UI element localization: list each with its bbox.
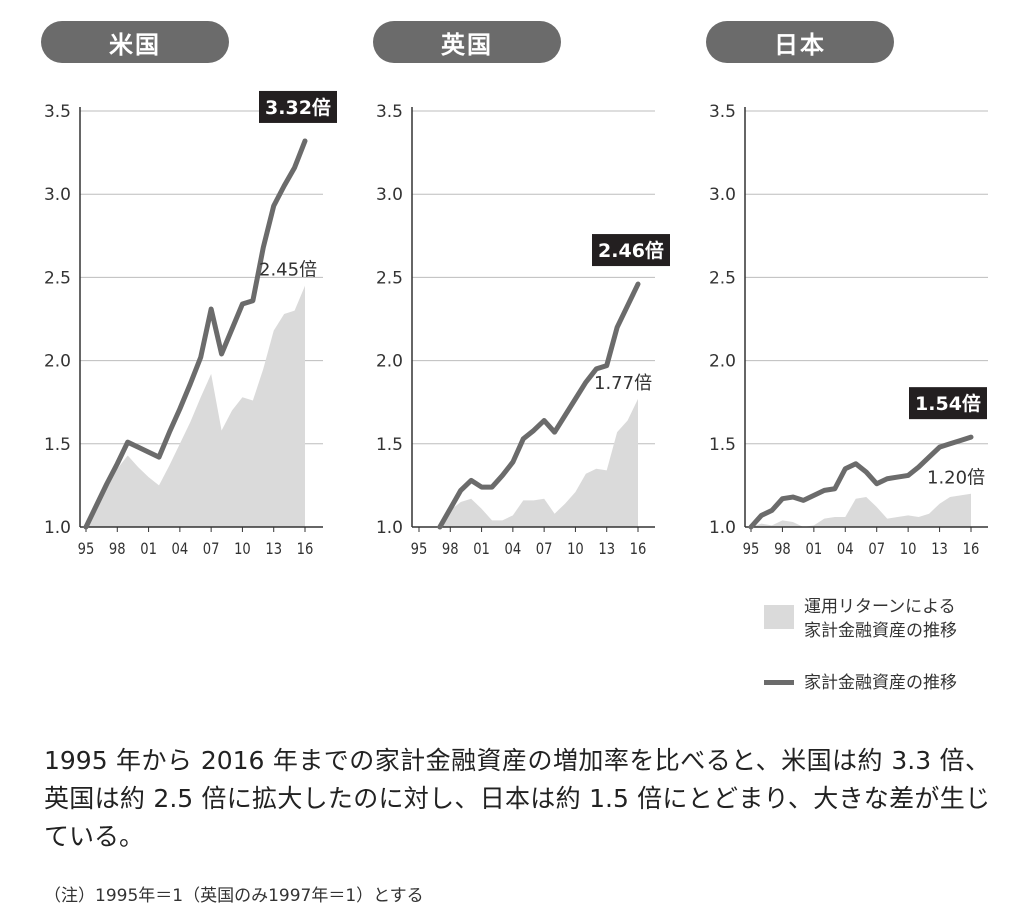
x-tick-label-uk: 98 [442,540,459,559]
x-tick-label-us: 13 [265,540,282,559]
caption-text: 1995 年から 2016 年までの家計金融資産の増加率を比べると、米国は約 3… [44,746,990,851]
y-tick-label-us: 2.5 [44,268,71,288]
y-tick-label-jp: 3.5 [709,102,736,122]
y-tick-label-jp: 3.0 [709,185,736,205]
y-tick-label-us: 1.0 [44,518,71,538]
legend-area-label-line1: 運用リターンによる [804,597,956,617]
badge-us [259,90,337,123]
legend-area-label: 運用リターンによる 家計金融資産の推移 [804,595,957,643]
legend-area-label-line2: 家計金融資産の推移 [804,621,957,641]
badge-jp [909,387,987,420]
area-series-jp [751,493,971,527]
x-tick-label-uk: 07 [536,540,553,559]
x-tick-label-jp: 01 [806,540,823,559]
x-tick-label-jp: 07 [868,540,885,559]
badge-label-uk: 2.46倍 [598,239,664,262]
legend-area-swatch [764,605,794,629]
badge-uk [592,234,670,267]
charts-area: 1.0 1.5 2.0 2.5 3.0 3.5 95 98 01 04 07 10 13 16 2.45倍 3… [44,90,988,559]
x-tick-label-jp: 98 [774,540,791,559]
chart-title-us: 米国 [109,30,161,59]
line-series-jp [748,434,974,530]
y-tick-label-uk: 2.0 [376,352,403,372]
x-tick-label-us: 04 [172,540,189,559]
country-pill-us: 米国 [41,21,229,63]
line-series-uk [437,281,641,530]
legend-line-swatch [764,680,794,685]
area-series-uk [439,398,638,527]
x-tick-label-uk: 04 [505,540,522,559]
country-pill-jp: 日本 [706,21,894,63]
y-tick-label-jp: 1.0 [709,518,736,538]
chart-title-jp: 日本 [774,30,826,59]
line-series-us [83,138,308,530]
area-series-us [86,285,305,527]
x-tick-label-us: 95 [78,540,95,559]
y-tick-label-uk: 3.5 [376,102,403,122]
y-tick-label-us: 3.0 [44,185,71,205]
x-tick-label-uk: 95 [411,540,428,559]
x-tick-label-us: 98 [109,540,126,559]
area-end-label-jp: 1.20倍 [927,468,985,489]
x-tick-label-jp: 95 [743,540,760,559]
y-tick-label-jp: 2.5 [709,268,736,288]
y-tick-label-us: 3.5 [44,102,71,122]
x-tick-label-jp: 04 [837,540,854,559]
legend-line-label: 家計金融資産の推移 [804,673,957,693]
x-tick-label-uk: 01 [473,540,490,559]
x-tick-label-us: 07 [203,540,220,559]
x-tick-label-us: 01 [140,540,157,559]
area-end-label-uk: 1.77倍 [594,373,652,394]
x-tick-label-uk: 13 [598,540,615,559]
x-tick-label-uk: 10 [567,540,584,559]
country-pill-uk: 英国 [373,21,561,63]
x-tick-label-jp: 13 [931,540,948,559]
x-tick-label-uk: 16 [630,540,647,559]
y-tick-label-uk: 1.5 [376,435,403,455]
footnote: （注）1995年＝1（英国のみ1997年＝1）とする [44,886,424,906]
y-tick-label-uk: 1.0 [376,518,403,538]
y-tick-label-us: 1.5 [44,435,71,455]
x-tick-label-jp: 10 [900,540,917,559]
x-tick-label-jp: 16 [963,540,980,559]
badge-label-us: 3.32倍 [265,96,331,119]
y-tick-label-us: 2.0 [44,352,71,372]
x-tick-label-us: 10 [234,540,251,559]
area-end-label-us: 2.45倍 [259,260,317,281]
x-tick-label-us: 16 [297,540,314,559]
y-tick-label-jp: 1.5 [709,435,736,455]
y-tick-label-jp: 2.0 [709,352,736,372]
y-tick-label-uk: 2.5 [376,268,403,288]
badge-label-jp: 1.54倍 [915,392,981,415]
chart-title-uk: 英国 [441,30,493,59]
y-tick-label-uk: 3.0 [376,185,403,205]
